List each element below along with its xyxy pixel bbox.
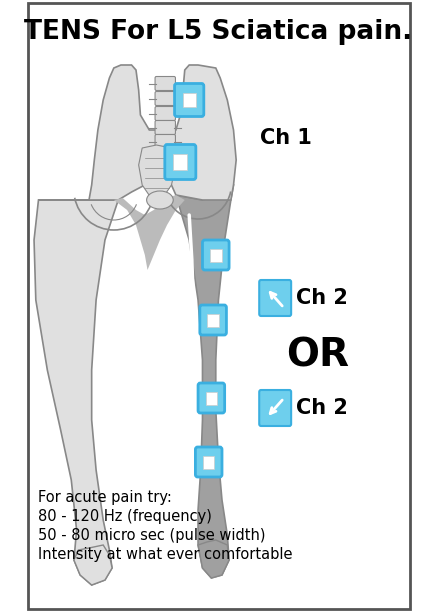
FancyBboxPatch shape <box>155 92 175 105</box>
Bar <box>173 154 187 170</box>
Text: For acute pain try:: For acute pain try: <box>38 490 171 505</box>
Text: 80 - 120 Hz (frequency): 80 - 120 Hz (frequency) <box>38 509 212 524</box>
FancyBboxPatch shape <box>165 144 196 179</box>
Text: Ch 2: Ch 2 <box>295 398 347 418</box>
Polygon shape <box>34 200 118 585</box>
Bar <box>183 93 196 107</box>
Bar <box>210 248 222 261</box>
FancyBboxPatch shape <box>195 447 222 477</box>
Bar <box>208 313 219 326</box>
FancyBboxPatch shape <box>155 135 175 149</box>
Text: OR: OR <box>286 336 349 374</box>
Text: TENS For L5 Sciatica pain.: TENS For L5 Sciatica pain. <box>24 19 413 45</box>
FancyBboxPatch shape <box>259 280 291 316</box>
Polygon shape <box>38 65 236 200</box>
FancyBboxPatch shape <box>200 305 226 335</box>
Polygon shape <box>198 540 229 578</box>
Polygon shape <box>74 545 112 585</box>
FancyBboxPatch shape <box>174 83 204 116</box>
Text: Intensity at what ever comfortable: Intensity at what ever comfortable <box>38 547 292 562</box>
FancyBboxPatch shape <box>155 76 175 91</box>
Polygon shape <box>176 185 233 578</box>
FancyBboxPatch shape <box>155 121 175 135</box>
Text: 50 - 80 micro sec (pulse width): 50 - 80 micro sec (pulse width) <box>38 528 265 543</box>
FancyBboxPatch shape <box>198 383 225 413</box>
FancyBboxPatch shape <box>259 390 291 426</box>
Bar <box>203 455 215 469</box>
FancyBboxPatch shape <box>155 106 175 121</box>
Text: Ch 2: Ch 2 <box>295 288 347 308</box>
Polygon shape <box>114 195 185 270</box>
Bar <box>205 392 217 405</box>
Ellipse shape <box>147 191 173 209</box>
Text: Ch 1: Ch 1 <box>260 128 312 148</box>
FancyBboxPatch shape <box>202 240 229 270</box>
Polygon shape <box>139 145 176 198</box>
